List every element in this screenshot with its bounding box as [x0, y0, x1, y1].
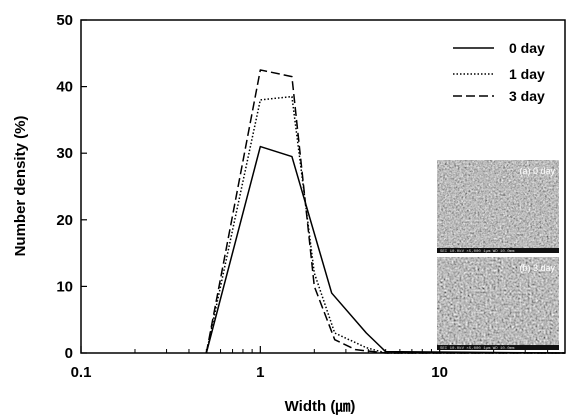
inset-label-a: (a) 0 day: [519, 166, 555, 176]
plot-frame: [80, 19, 566, 354]
inset-image-b: SEI 10.0kV ×5,000 1μm WD 10.0mm (b) 3 da…: [437, 257, 559, 351]
y-tick-label: 20: [56, 212, 73, 229]
inset-label-b: (b) 3 day: [519, 263, 555, 273]
x-tick-label: 1: [256, 364, 264, 381]
inset-footer-a: SEI 10.0kV ×5,000 1μm WD 10.0mm: [440, 249, 515, 254]
inset-footer-b: SEI 10.0kV ×5,000 1μm WD 10.0mm: [440, 346, 515, 351]
legend-label-3-day: 3 day: [509, 88, 545, 104]
series-line-0-day: [205, 145, 566, 354]
axis-ticks: 0 10 20 30 40 50 0.1 1 10: [56, 12, 549, 381]
y-tick-label: 0: [65, 345, 73, 362]
x-axis-label: Width (㎛): [285, 398, 356, 416]
y-tick-label: 10: [56, 278, 73, 295]
series-lines: [205, 69, 566, 354]
series-line-3-day: [205, 69, 565, 354]
y-axis-label: Number density (%): [12, 116, 29, 257]
legend: 0 day 1 day 3 day: [453, 40, 545, 104]
x-tick-label: 10: [431, 364, 448, 381]
x-tick-label: 0.1: [71, 364, 92, 381]
legend-label-1-day: 1 day: [509, 66, 545, 82]
legend-label-0-day: 0 day: [509, 40, 545, 56]
inset-image-a: SEI 10.0kV ×5,000 1μm WD 10.0mm (a) 0 da…: [437, 160, 559, 254]
y-tick-label: 30: [56, 145, 73, 162]
y-tick-label: 40: [56, 79, 73, 96]
y-tick-label: 50: [56, 12, 73, 29]
